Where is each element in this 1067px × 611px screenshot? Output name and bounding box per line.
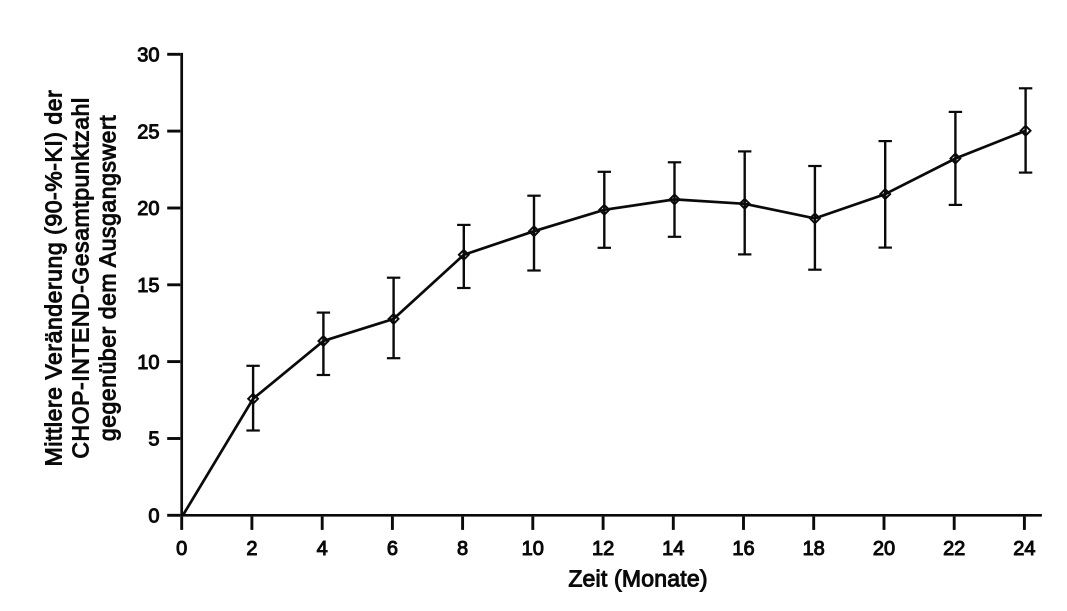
svg-text:10: 10 — [522, 538, 544, 560]
svg-text:0: 0 — [148, 506, 159, 528]
svg-text:Mittlere Veränderung (90-%-KI): Mittlere Veränderung (90-%-KI) der — [41, 90, 67, 467]
svg-text:20: 20 — [137, 198, 159, 220]
svg-text:20: 20 — [873, 538, 895, 560]
svg-text:10: 10 — [137, 352, 159, 374]
svg-text:5: 5 — [148, 429, 159, 451]
svg-text:2: 2 — [246, 538, 257, 560]
svg-text:16: 16 — [732, 538, 754, 560]
svg-text:12: 12 — [592, 538, 614, 560]
svg-text:14: 14 — [662, 538, 684, 560]
svg-text:Zeit (Monate): Zeit (Monate) — [568, 566, 707, 592]
svg-text:CHOP-INTEND-Gesamtpunktzahl: CHOP-INTEND-Gesamtpunktzahl — [68, 97, 94, 458]
svg-text:25: 25 — [137, 121, 159, 143]
svg-text:4: 4 — [317, 538, 328, 560]
svg-text:gegenüber dem Ausgangswert: gegenüber dem Ausgangswert — [95, 115, 121, 441]
svg-text:0: 0 — [176, 538, 187, 560]
svg-text:18: 18 — [803, 538, 825, 560]
svg-text:15: 15 — [137, 275, 159, 297]
svg-text:22: 22 — [943, 538, 965, 560]
svg-text:6: 6 — [387, 538, 398, 560]
svg-text:24: 24 — [1013, 538, 1035, 560]
svg-text:30: 30 — [137, 45, 159, 67]
svg-text:8: 8 — [457, 538, 468, 560]
